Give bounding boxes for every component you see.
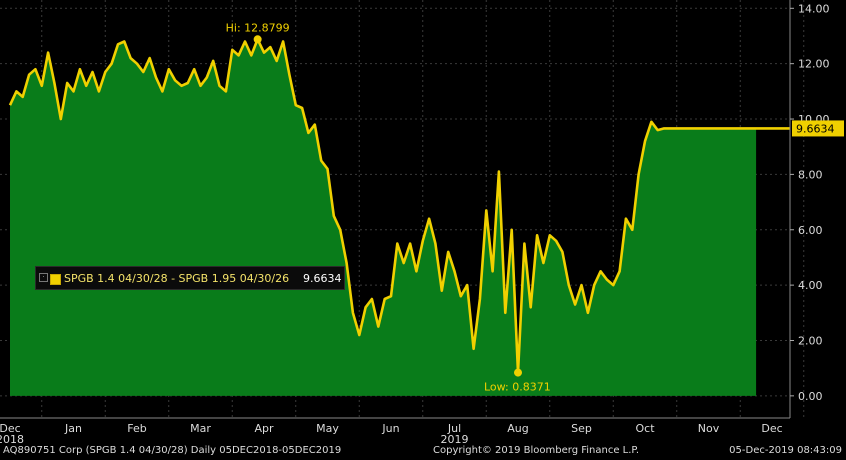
y-tick-label: 4.00: [798, 279, 823, 292]
legend-label: SPGB 1.4 04/30/28 - SPGB 1.95 04/30/26: [64, 272, 290, 285]
y-tick-label: 8.00: [798, 168, 823, 181]
legend-expand-icon[interactable]: ·: [39, 273, 48, 282]
x-tick-label: Jan: [64, 422, 82, 435]
footer-security: AQ890751 Corp (SPGB 1.4 04/30/28) Daily …: [3, 445, 342, 456]
y-tick-label: 12.00: [798, 58, 830, 71]
x-tick-label: Oct: [635, 422, 655, 435]
x-tick-label: Mar: [190, 422, 211, 435]
x-tick-label: Apr: [254, 422, 274, 435]
last-value-label: 9.6634: [796, 122, 835, 135]
y-tick-label: 14.00: [798, 2, 830, 15]
x-tick-label: Dec: [761, 422, 782, 435]
low-label: Low: 0.8371: [484, 381, 551, 394]
chart-canvas: 14.0012.0010.008.006.004.002.000.009.663…: [0, 0, 846, 443]
last-value-tag: [792, 120, 844, 137]
legend-swatch: [50, 274, 61, 285]
legend-value: 9.6634: [303, 272, 342, 285]
x-tick-label: May: [316, 422, 339, 435]
footer: AQ890751 Corp (SPGB 1.4 04/30/28) Daily …: [0, 443, 846, 460]
x-tick-label: Sep: [571, 422, 592, 435]
x-tick-label: Dec: [0, 422, 21, 435]
series-line: [8, 38, 790, 374]
x-year-label: 2018: [0, 433, 24, 443]
y-axis: 14.0012.0010.008.006.004.002.000.009.663…: [789, 0, 844, 418]
legend[interactable]: · SPGB 1.4 04/30/28 - SPGB 1.95 04/30/26…: [35, 266, 345, 290]
x-tick-label: Aug: [507, 422, 528, 435]
footer-copyright: Copyright© 2019 Bloomberg Finance L.P.: [433, 445, 640, 456]
low-marker: [514, 368, 522, 377]
x-tick-label: Nov: [698, 422, 720, 435]
x-tick-label: Feb: [127, 422, 146, 435]
x-year-label: 2019: [441, 433, 469, 443]
x-tick-label: Jul: [447, 422, 461, 435]
annotations: Hi: 12.8799 Low: 0.8371: [226, 21, 551, 393]
y-tick-label: 2.00: [798, 334, 823, 347]
x-tick-label: Jun: [381, 422, 399, 435]
high-marker: [253, 35, 262, 44]
area-fill: [10, 39, 757, 396]
y-tick-label: 0.00: [798, 390, 823, 403]
x-axis: Dec2018JanFebMarAprMayJunJul2019AugSepOc…: [0, 417, 790, 443]
high-label: Hi: 12.8799: [226, 21, 290, 34]
y-tick-label: 6.00: [798, 224, 823, 237]
footer-timestamp: 05-Dec-2019 08:43:09: [729, 445, 842, 456]
